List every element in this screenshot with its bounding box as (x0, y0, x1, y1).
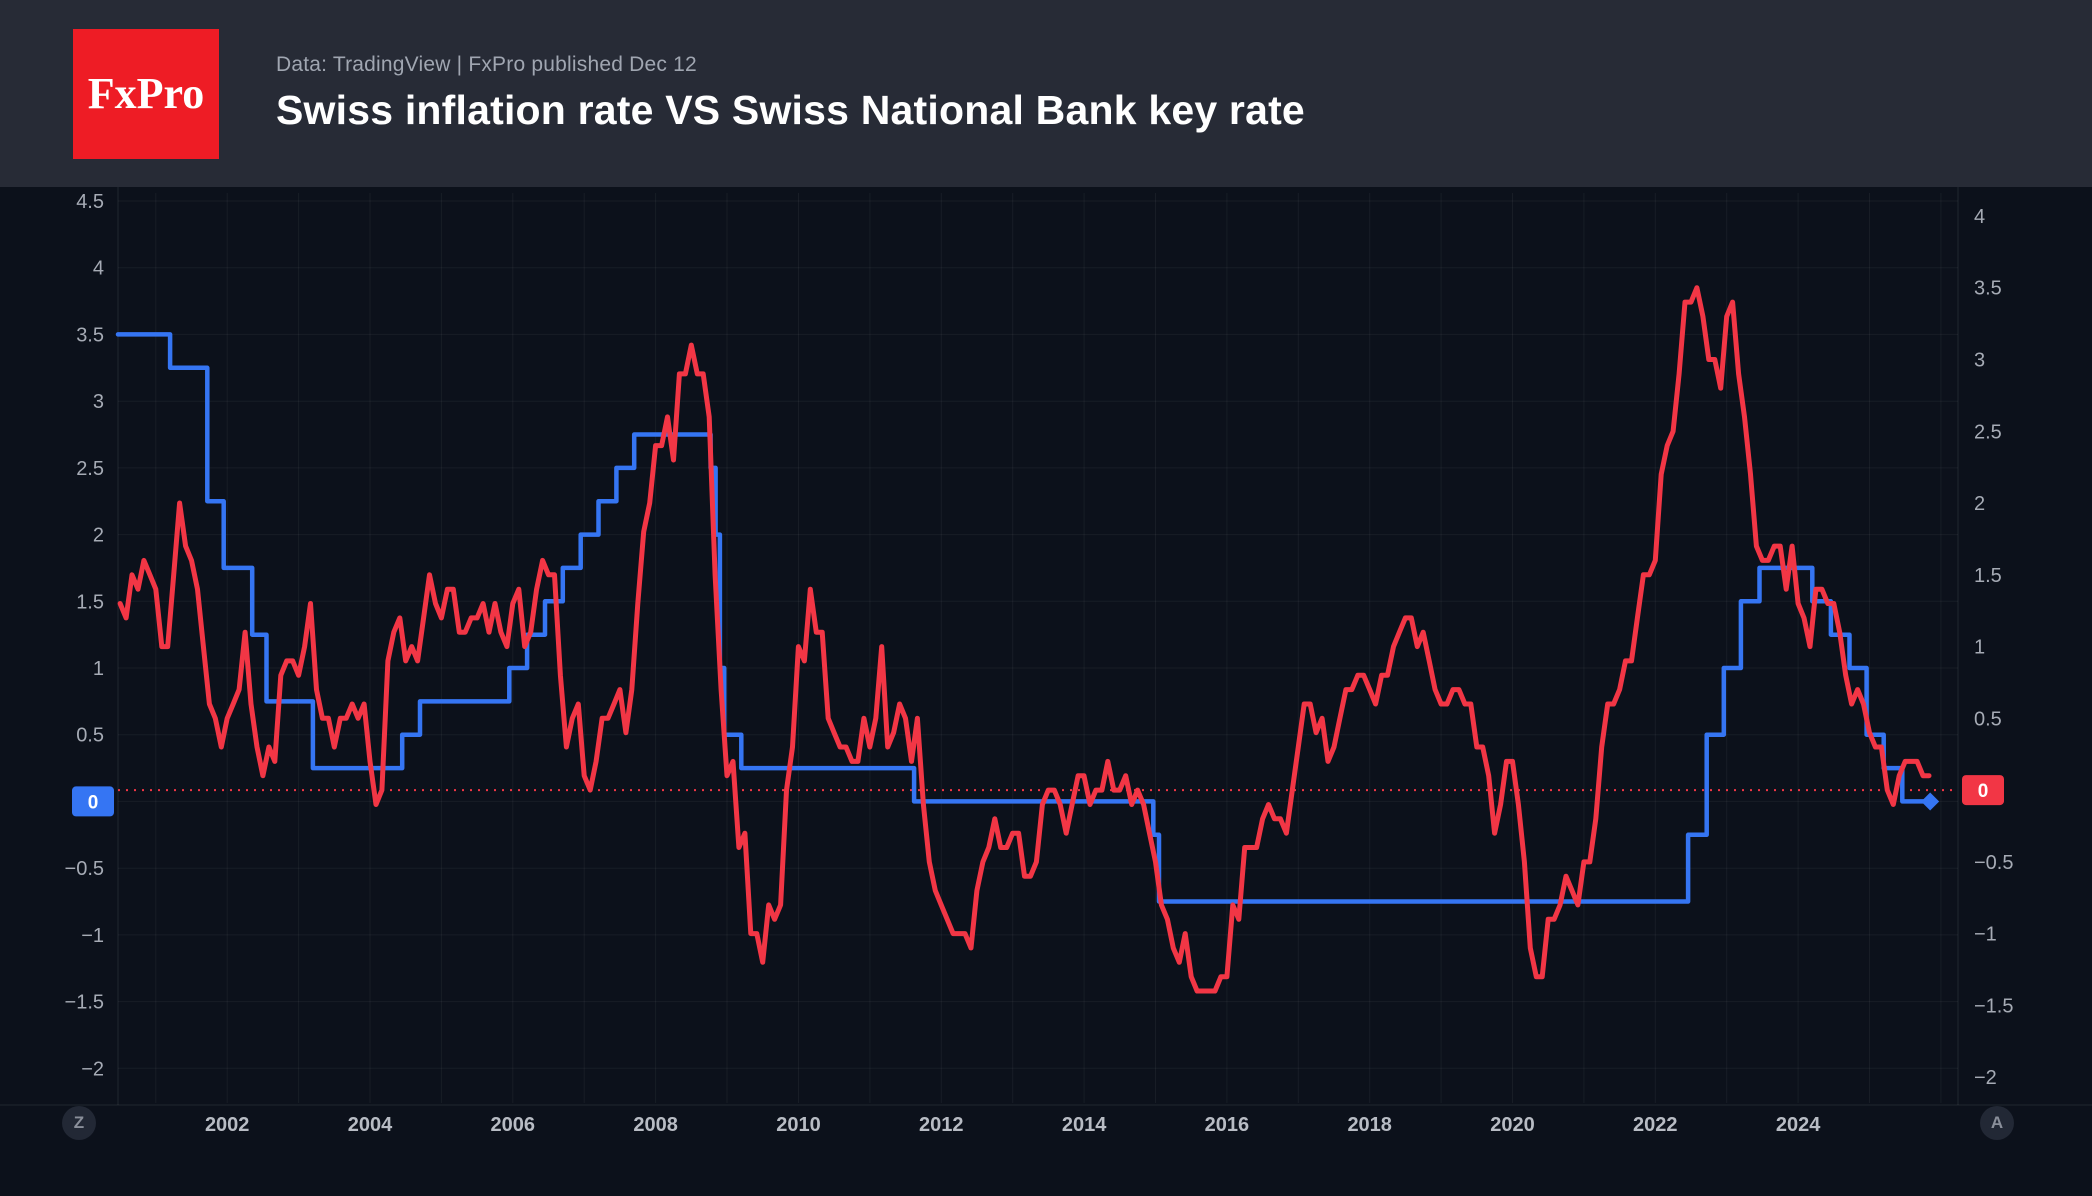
left-price-axis[interactable]: 4.5 4 3.5 3 2.5 2 1.5 1 0.5 0 −0.5 −1 −1.5 −2 (65, 191, 104, 1080)
fxpro-logo-text: FxPro (87, 69, 205, 118)
year-tick-label: 2012 (919, 1114, 964, 1136)
right-tick-label: 2.5 (1974, 421, 2002, 443)
year-tick-label: 2014 (1062, 1114, 1107, 1136)
year-tick-label: 2008 (633, 1114, 678, 1136)
chart-area[interactable]: 4.5 4 3.5 3 2.5 2 1.5 1 0.5 0 −0.5 −1 −1.5 −2 4 3.5 3 2.… (0, 187, 2092, 1196)
right-price-axis[interactable]: 4 3.5 3 2.5 2 1.5 1 0.5 0 −0.5 −1 −1.5 −2 (1974, 206, 2013, 1089)
left-tick-label: 4 (93, 258, 104, 280)
left-zero-price-badge (72, 786, 114, 817)
left-tick-label: 3 (93, 391, 104, 413)
right-zero-badge-label: 0 (1978, 781, 1989, 802)
right-tick-label: 0.5 (1974, 708, 2002, 730)
corner-badge-z[interactable]: Z (62, 1106, 96, 1140)
right-tick-label: 3 (1974, 350, 1985, 372)
left-tick-label: 2.5 (76, 458, 104, 480)
header-bar: FxPro Data: TradingView | FxPro publishe… (0, 0, 2092, 187)
key-rate-path (115, 332, 1933, 904)
corner-badge-a[interactable]: A (1980, 1106, 2014, 1140)
left-tick-label: 4.5 (76, 191, 104, 213)
right-tick-label: 1.5 (1974, 565, 2002, 587)
right-zero-price-badge (1962, 775, 2004, 806)
page-title: Swiss inflation rate VS Swiss National B… (276, 87, 1305, 133)
year-tick-label: 2004 (348, 1114, 393, 1136)
year-tick-label: 2020 (1490, 1114, 1535, 1136)
price-chart[interactable]: 4.5 4 3.5 3 2.5 2 1.5 1 0.5 0 −0.5 −1 −1.5 −2 4 3.5 3 2.… (0, 187, 2092, 1196)
right-tick-label: −1.5 (1974, 995, 2013, 1017)
right-tick-label: −2 (1974, 1067, 1997, 1089)
series-key-rate-line (115, 332, 1933, 904)
right-tick-label: 1 (1974, 637, 1985, 659)
inflation-path (117, 285, 1932, 994)
fxpro-logo: FxPro (73, 28, 219, 159)
left-tick-label: 0.5 (76, 725, 104, 747)
left-tick-label: −0.5 (65, 858, 104, 880)
left-tick-label: 1.5 (76, 591, 104, 613)
left-tick-label: −1.5 (65, 992, 104, 1014)
corner-badge-a-label: A (1990, 1113, 2004, 1132)
left-tick-label: 1 (93, 658, 104, 680)
year-tick-label: 2002 (205, 1114, 250, 1136)
year-tick-label: 2022 (1633, 1114, 1678, 1136)
right-tick-label: −0.5 (1974, 852, 2013, 874)
header-text: Data: TradingView | FxPro published Dec … (276, 53, 1305, 134)
left-zero-badge-label: 0 (88, 792, 99, 813)
right-tick-label: −1 (1974, 924, 1997, 946)
right-tick-label: 4 (1974, 206, 1985, 228)
series-inflation-line (117, 285, 1932, 994)
left-tick-label: −2 (81, 1058, 104, 1080)
left-tick-label: 3.5 (76, 324, 104, 346)
time-axis[interactable]: 2002 2004 2006 2008 2010 2012 2014 2016 2018 2020… (205, 1114, 1821, 1136)
year-tick-label: 2016 (1205, 1114, 1250, 1136)
axis-price-badges: 00 (72, 775, 2004, 817)
year-tick-label: 2010 (776, 1114, 821, 1136)
grid-lines (0, 187, 2092, 1106)
right-tick-label: 3.5 (1974, 278, 2002, 300)
corner-badge-z-label: Z (73, 1113, 85, 1132)
year-tick-label: 2006 (491, 1114, 536, 1136)
year-tick-label: 2024 (1776, 1114, 1821, 1136)
end-diamond-marker (1921, 792, 1940, 811)
right-tick-label: 2 (1974, 493, 1985, 515)
source-line: Data: TradingView | FxPro published Dec … (276, 53, 697, 76)
left-tick-label: 2 (93, 525, 104, 547)
year-tick-label: 2018 (1347, 1114, 1392, 1136)
left-tick-label: −1 (81, 925, 104, 947)
series-end-marker (1921, 792, 1940, 811)
